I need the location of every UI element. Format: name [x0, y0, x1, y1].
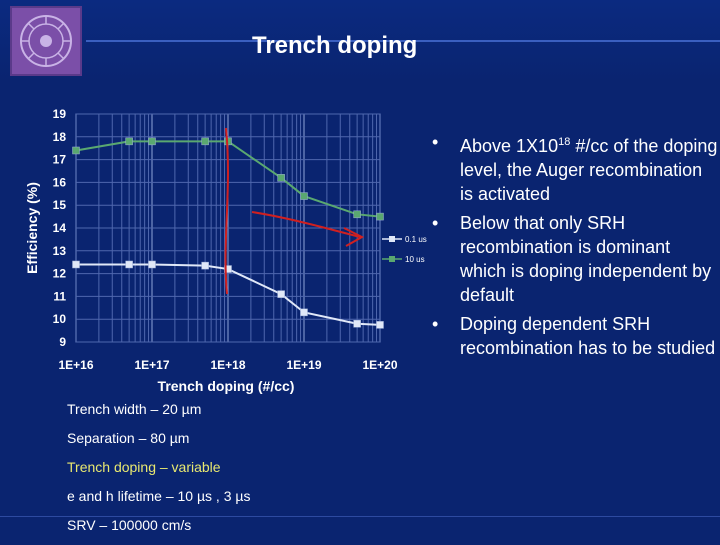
data-point: [148, 260, 156, 269]
x-axis-label: Trench doping (#/cc): [158, 378, 295, 394]
exponent: 18: [558, 136, 571, 148]
y-axis-label: Efficiency (%): [24, 182, 40, 274]
seal-graphic: [20, 15, 72, 67]
legend-marker: [389, 256, 395, 262]
legend-pointer-arrow: [251, 211, 361, 238]
y-tick-label: 19: [53, 107, 67, 121]
institute-seal-icon: [10, 6, 82, 76]
y-tick-label: 13: [53, 244, 67, 258]
data-point: [353, 210, 361, 219]
y-tick-label: 11: [53, 289, 66, 303]
data-point: [224, 265, 232, 273]
y-tick-label: 17: [53, 153, 67, 167]
x-tick-label: 1E+17: [134, 358, 169, 372]
data-point: [201, 261, 209, 270]
data-point: [125, 260, 133, 269]
legend-label: 10 us: [405, 255, 425, 264]
x-tick-labels: 1E+16 1E+17 1E+18 1E+19 1E+20: [58, 358, 397, 372]
arrow-head: [343, 227, 365, 247]
doping-threshold-marker: [224, 127, 229, 295]
y-tick-label: 9: [59, 335, 66, 349]
bullet-list: • Above 1X1018 #/cc of the doping level, …: [428, 130, 718, 365]
param-separation: Separation – 80 µm: [67, 430, 190, 446]
data-point: [72, 260, 80, 269]
data-point: [376, 212, 384, 221]
param-trench-doping: Trench doping – variable: [67, 459, 221, 475]
param-trench-width: Trench width – 20 µm: [67, 401, 202, 417]
bullet-srh-study: • Doping dependent SRH recombination has …: [428, 312, 718, 360]
data-point: [277, 290, 285, 298]
y-tick-labels: 9 10 11 12 13 14 15 16 17 18 19: [53, 107, 67, 349]
x-tick-label: 1E+19: [286, 358, 321, 372]
bullet-text: Above 1X10: [460, 136, 559, 156]
y-tick-label: 10: [53, 312, 67, 326]
legend-marker: [389, 236, 395, 242]
data-point: [277, 174, 285, 182]
bullet-text: Doping dependent SRH recombination has t…: [460, 314, 716, 358]
simulation-parameters: Trench width – 20 µm Separation – 80 µm …: [67, 400, 250, 545]
y-tick-label: 14: [53, 221, 67, 235]
bullet-text: #/cc of the doping level, the Auger reco…: [460, 136, 718, 204]
legend: 0.1 us 10 us: [382, 235, 427, 264]
data-point: [300, 308, 308, 317]
data-point: [201, 137, 209, 146]
footer-rule: [0, 516, 720, 517]
data-point: [148, 137, 156, 146]
y-tick-label: 12: [53, 267, 67, 281]
page-title: Trench doping: [252, 32, 418, 59]
x-tick-label: 1E+18: [210, 358, 245, 372]
bullet-dot: •: [432, 132, 439, 152]
y-tick-label: 18: [53, 130, 67, 144]
bullet-srh-dominant: • Below that only SRH recombination is do…: [428, 211, 718, 307]
param-lifetime: e and h lifetime – 10 µs , 3 µs: [67, 488, 251, 504]
bullet-auger: • Above 1X1018 #/cc of the doping level, …: [428, 130, 718, 206]
x-tick-label: 1E+16: [58, 358, 93, 372]
y-tick-label: 16: [53, 175, 67, 189]
data-point: [72, 146, 80, 155]
data-point: [300, 192, 308, 200]
data-point: [376, 321, 384, 329]
legend-label: 0.1 us: [405, 235, 427, 244]
annotations: [224, 127, 365, 295]
y-tick-label: 15: [53, 198, 67, 212]
x-tick-label: 1E+20: [362, 358, 397, 372]
data-point: [125, 137, 133, 146]
bullet-text: Below that only SRH recombination is dom…: [460, 213, 712, 305]
header-rule: [86, 40, 720, 42]
bullet-dot: •: [432, 314, 439, 334]
param-srv: SRV – 100000 cm/s: [67, 517, 192, 533]
data-point: [353, 320, 361, 328]
bullet-dot: •: [432, 213, 439, 233]
